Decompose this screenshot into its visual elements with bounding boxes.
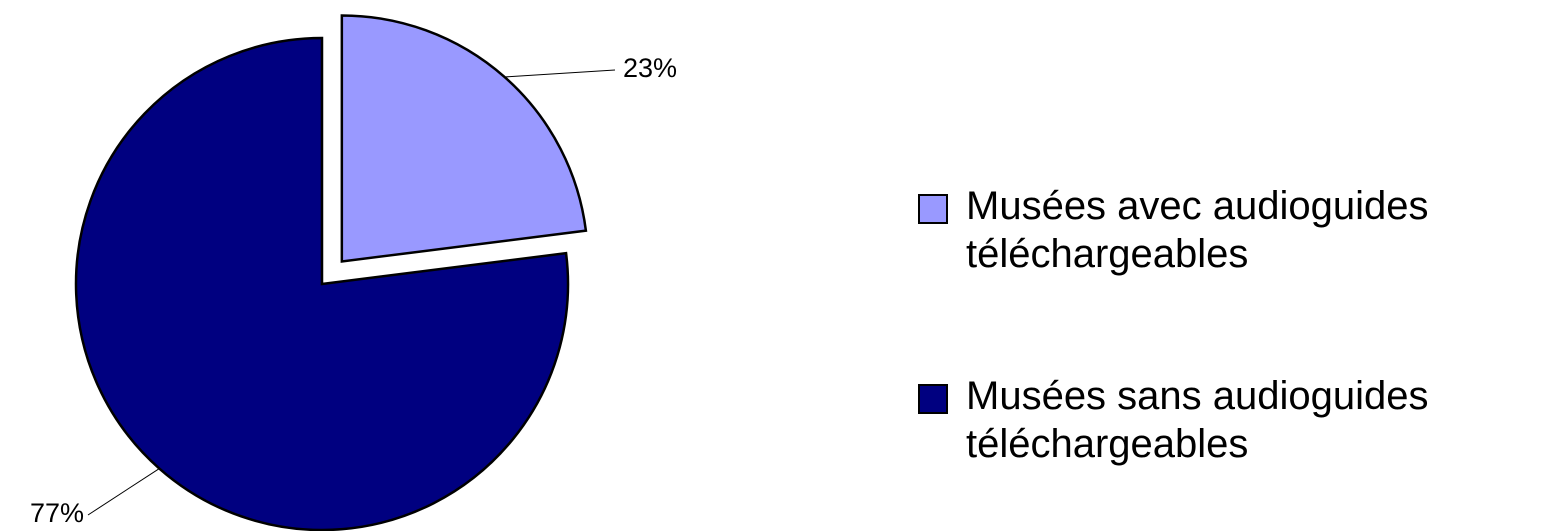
pie-slice: [340, 14, 588, 263]
leader-line: [504, 69, 616, 78]
legend-label: Musées avec audioguides téléchargeables: [966, 184, 1429, 276]
legend-label: Musées sans audioguides téléchargeables: [966, 374, 1429, 466]
legend-item: Musées avec audioguides téléchargeables: [918, 182, 1548, 278]
data-label: 77%: [30, 498, 84, 528]
legend-swatch: [918, 384, 948, 414]
legend-item: Musées sans audioguides téléchargeables: [918, 372, 1548, 468]
leader-line: [87, 468, 160, 516]
legend-swatch: [918, 194, 948, 224]
data-label: 23%: [623, 53, 677, 83]
